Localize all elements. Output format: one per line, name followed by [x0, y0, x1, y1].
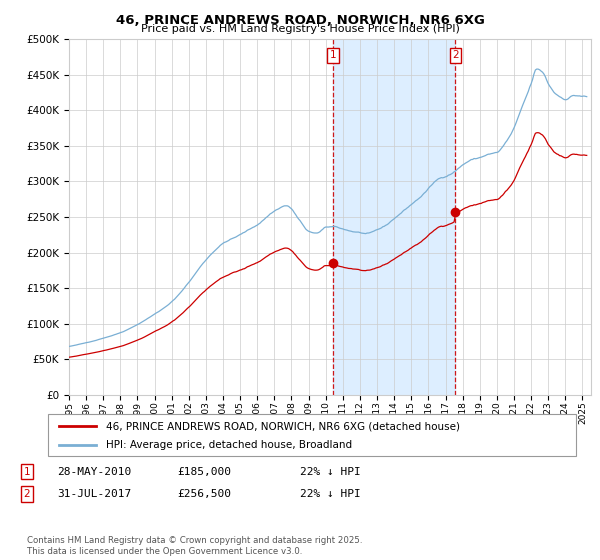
Text: 31-JUL-2017: 31-JUL-2017: [57, 489, 131, 499]
Bar: [333, 39, 455, 395]
Text: 22% ↓ HPI: 22% ↓ HPI: [300, 466, 361, 477]
Text: 28-MAY-2010: 28-MAY-2010: [57, 466, 131, 477]
Text: 22% ↓ HPI: 22% ↓ HPI: [300, 489, 361, 499]
Text: £256,500: £256,500: [177, 489, 231, 499]
Text: Price paid vs. HM Land Registry's House Price Index (HPI): Price paid vs. HM Land Registry's House …: [140, 24, 460, 34]
Text: 1: 1: [23, 466, 31, 477]
Text: HPI: Average price, detached house, Broadland: HPI: Average price, detached house, Broa…: [106, 440, 352, 450]
Text: 1: 1: [329, 50, 336, 60]
Text: 46, PRINCE ANDREWS ROAD, NORWICH, NR6 6XG (detached house): 46, PRINCE ANDREWS ROAD, NORWICH, NR6 6X…: [106, 421, 460, 431]
Text: £185,000: £185,000: [177, 466, 231, 477]
Text: Contains HM Land Registry data © Crown copyright and database right 2025.
This d: Contains HM Land Registry data © Crown c…: [27, 536, 362, 556]
FancyBboxPatch shape: [48, 414, 576, 456]
Text: 2: 2: [452, 50, 459, 60]
Text: 46, PRINCE ANDREWS ROAD, NORWICH, NR6 6XG: 46, PRINCE ANDREWS ROAD, NORWICH, NR6 6X…: [116, 14, 484, 27]
Text: 2: 2: [23, 489, 31, 499]
